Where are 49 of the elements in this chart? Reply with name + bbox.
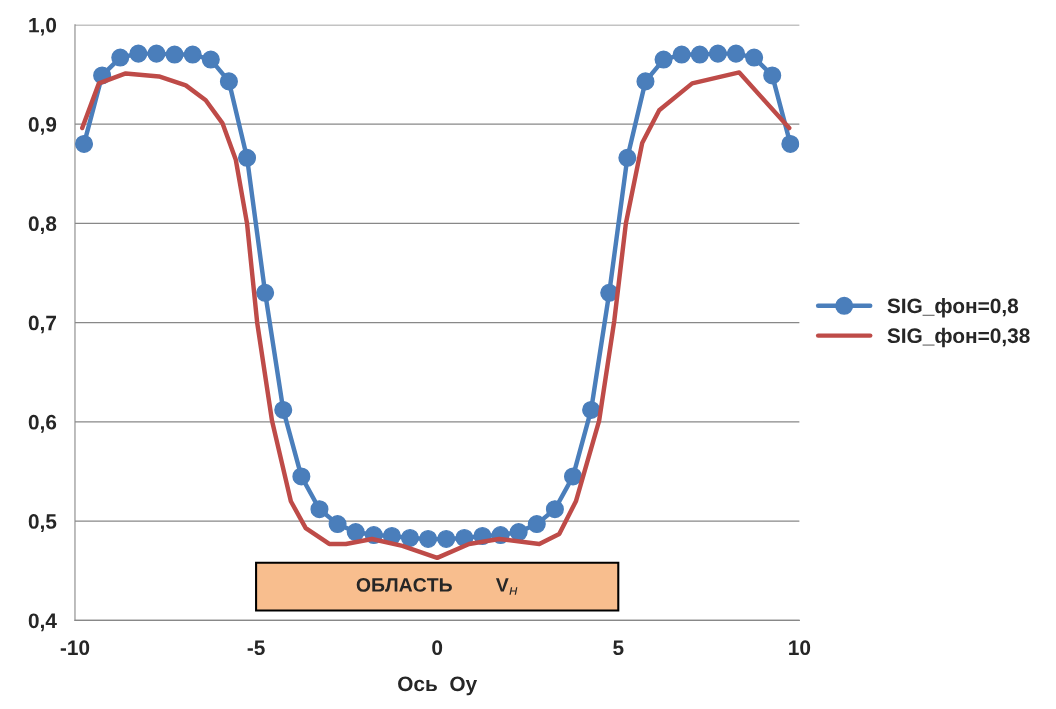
point (111, 48, 130, 67)
y-tick-label: 0,4 (28, 613, 57, 632)
point (708, 44, 727, 63)
point (618, 148, 637, 167)
x-axis-title: Ось Oy (398, 676, 478, 696)
point (237, 148, 257, 167)
point (726, 44, 746, 63)
point (346, 523, 365, 542)
y-tick-label: 0,6 (28, 414, 57, 433)
y-tick-label: 0,5 (28, 514, 57, 532)
x-tick-label: -10 (60, 640, 90, 656)
point (690, 45, 709, 64)
y-tick-label: 0,7 (28, 315, 57, 334)
point (582, 400, 601, 419)
point (763, 66, 782, 85)
point (654, 50, 673, 69)
x-tick-label: 0 (432, 640, 443, 656)
legend-label: SIG_фон=0,38 (887, 327, 1030, 348)
point (527, 515, 546, 534)
point (165, 45, 184, 64)
point (419, 529, 438, 549)
point (328, 515, 347, 534)
point (147, 44, 166, 63)
point (256, 283, 275, 302)
point (201, 50, 220, 69)
point (292, 467, 311, 486)
point (437, 529, 456, 549)
y-tick-label: 0,8 (28, 216, 57, 235)
point (636, 72, 655, 91)
point (183, 45, 202, 64)
y-tick-label: 0,9 (28, 117, 57, 135)
point (219, 72, 238, 91)
point (563, 467, 583, 486)
point (545, 500, 564, 519)
legend-label: SIG_фон=0,8 (887, 297, 1019, 318)
point (310, 500, 329, 519)
point (509, 523, 528, 542)
point (75, 134, 94, 153)
point (400, 528, 420, 548)
point (672, 45, 691, 64)
point (274, 400, 293, 419)
x-tick-label: 5 (613, 640, 624, 656)
y-tick-label: 1,0 (29, 17, 57, 36)
point (781, 134, 800, 153)
band-label: ОБЛАСТЬ V$_{н}$ (356, 578, 518, 595)
x-tick-label: 10 (789, 640, 811, 656)
point (745, 48, 764, 67)
x-tick-label: -5 (247, 640, 265, 656)
point (129, 44, 148, 63)
